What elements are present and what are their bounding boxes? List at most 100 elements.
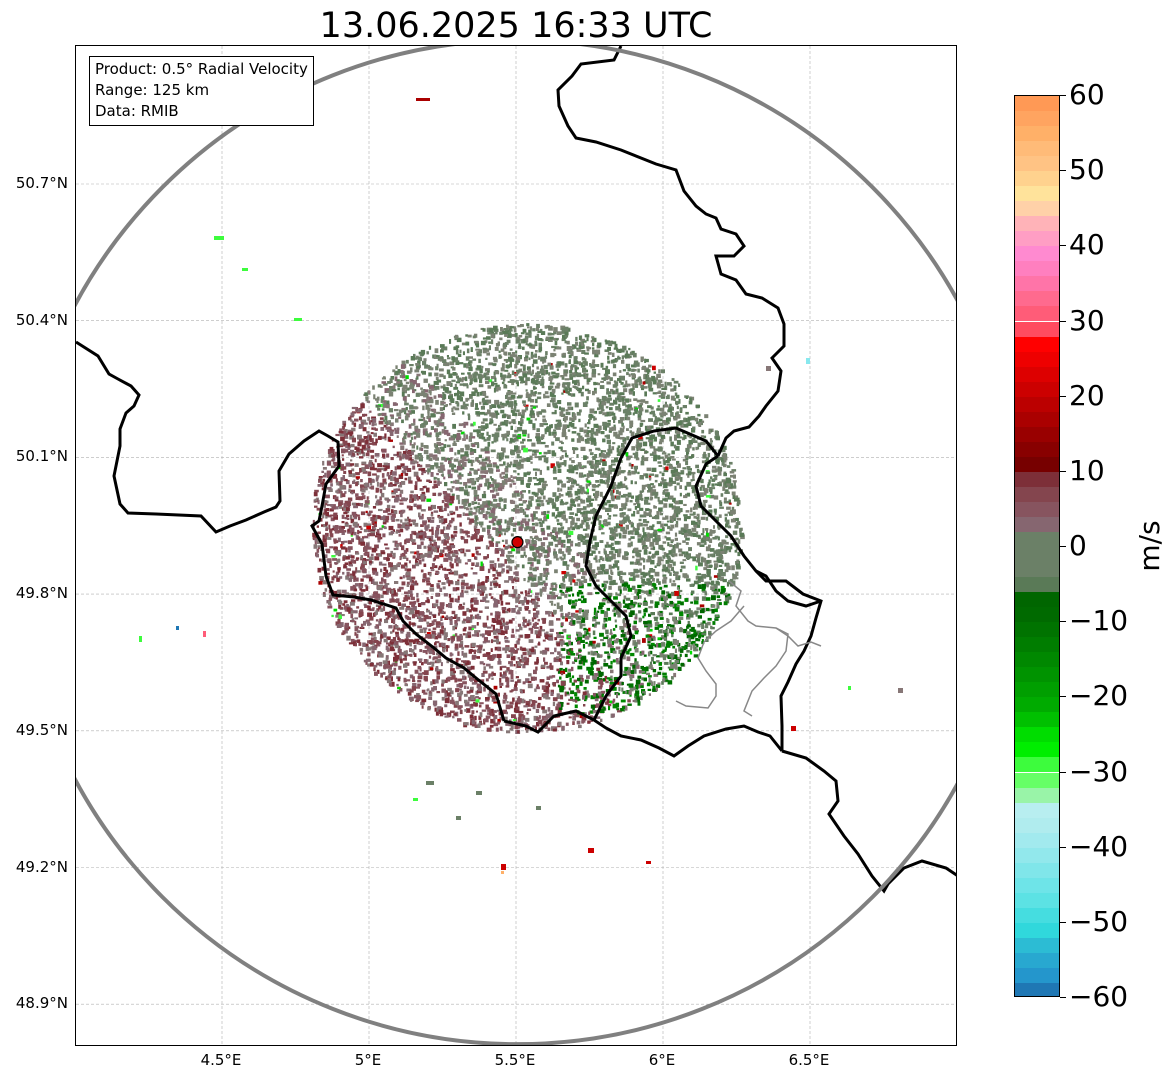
echo-pixel: [684, 644, 688, 650]
echo-pixel: [478, 384, 484, 388]
echo-pixel: [630, 600, 633, 605]
echo-pixel: [535, 432, 540, 437]
echo-pixel: [626, 436, 630, 441]
echo-pixel: [504, 580, 510, 583]
echo-pixel: [324, 472, 327, 477]
echo-pixel: [526, 391, 529, 395]
echo-pixel: [370, 646, 374, 650]
echo-pixel: [643, 654, 647, 657]
echo-pixel: [729, 461, 733, 465]
echo-pixel: [693, 580, 699, 585]
echo-pixel: [591, 369, 597, 374]
echo-pixel: [474, 633, 479, 637]
echo-pixel: [510, 679, 514, 682]
echo-pixel: [388, 475, 391, 479]
echo-pixel: [643, 597, 646, 602]
echo-pixel: [619, 576, 622, 581]
echo-pixel: [399, 489, 404, 494]
echo-pixel: [460, 536, 464, 540]
echo-pixel: [608, 706, 611, 711]
echo-pixel: [638, 404, 642, 409]
echo-pixel: [643, 677, 647, 682]
echo-pixel: [421, 472, 424, 476]
echo-pixel: [399, 499, 404, 502]
echo-pixel: [680, 470, 685, 475]
echo-pixel: [582, 570, 587, 575]
echo-pixel: [341, 521, 345, 524]
echo-pixel: [323, 503, 326, 508]
echo-pixel: [675, 521, 679, 525]
echo-pixel: [346, 635, 351, 641]
echo-pixel: [463, 539, 469, 544]
echo-pixel: [508, 356, 513, 360]
echo-pixel: [455, 381, 461, 384]
echo-pixel: [429, 667, 434, 671]
echo-pixel: [421, 390, 426, 394]
echo-pixel: [608, 564, 612, 570]
echo-pixel: [538, 555, 541, 559]
echo-pixel: [612, 609, 616, 612]
echo-pixel: [456, 439, 460, 442]
echo-pixel: [395, 418, 399, 423]
echo-pixel: [567, 429, 571, 432]
echo-pixel: [422, 578, 425, 583]
echo-pixel: [482, 426, 488, 430]
echo-pixel: [440, 385, 445, 389]
echo-pixel: [607, 470, 612, 475]
echo-pixel: [586, 337, 589, 342]
echo-pixel: [473, 469, 478, 475]
echo-pixel: [704, 625, 709, 629]
echo-pixel: [495, 330, 498, 335]
echo-pixel: [648, 474, 652, 480]
echo-pixel: [548, 431, 552, 436]
echo-pixel: [414, 694, 418, 699]
echo-pixel: [335, 571, 340, 575]
echo-pixel: [335, 550, 340, 556]
echo-pixel: [402, 450, 407, 455]
echo-pixel: [578, 615, 583, 618]
echo-pixel: [324, 588, 328, 592]
echo-pixel: [386, 591, 389, 595]
echo-pixel: [666, 520, 670, 523]
echo-pixel: [556, 331, 562, 335]
echo-pixel: [647, 371, 650, 375]
echo-pixel: [522, 681, 526, 685]
echo-pixel: [516, 611, 521, 615]
echo-pixel: [556, 632, 561, 635]
echo-pixel: [355, 472, 360, 476]
echo-pixel: [509, 662, 513, 667]
echo-pixel: [544, 395, 550, 399]
echo-pixel: [647, 688, 652, 691]
echo-pixel: [405, 375, 409, 380]
echo-pixel: [408, 424, 412, 429]
echo-pixel: [693, 646, 697, 649]
echo-pixel: [517, 623, 522, 627]
echo-pixel: [424, 470, 428, 472]
radar-map[interactable]: [75, 45, 957, 1046]
echo-pixel: [490, 718, 495, 724]
radar-map-canvas[interactable]: [76, 46, 957, 1046]
echo-pixel: [565, 424, 570, 429]
echo-pixel: [718, 602, 722, 606]
echo-pixel: [697, 515, 700, 520]
echo-pixel: [645, 666, 649, 672]
echo-pixel: [349, 573, 353, 577]
echo-pixel: [556, 495, 560, 499]
echo-pixel: [714, 430, 719, 435]
echo-pixel: [449, 361, 455, 366]
echo-pixel: [360, 484, 365, 488]
echo-pixel: [384, 415, 388, 421]
echo-pixel: [660, 436, 664, 441]
echo-pixel: [444, 429, 449, 435]
echo-pixel: [717, 581, 720, 586]
echo-pixel: [429, 465, 435, 470]
echo-pixel: [604, 651, 610, 654]
echo-pixel: [478, 511, 483, 515]
echo-pixel: [389, 471, 393, 475]
echo-pixel: [540, 723, 544, 727]
echo-pixel: [470, 423, 475, 427]
echo-pixel: [554, 569, 558, 574]
echo-pixel: [615, 406, 620, 411]
echo-pixel: [718, 552, 723, 556]
echo-pixel: [686, 481, 692, 487]
